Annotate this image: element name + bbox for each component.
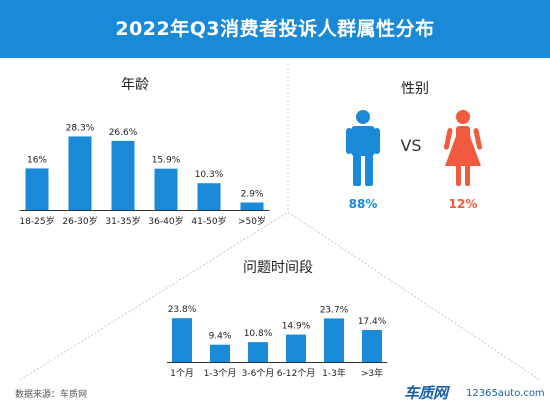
duration-category-label: 1个月: [170, 368, 194, 379]
duration-category-label: 1-3个月: [204, 368, 237, 379]
male-figure-icon: [346, 110, 380, 186]
duration-bar: [286, 334, 306, 362]
duration-bar: [210, 344, 230, 362]
age-bar: [240, 202, 264, 210]
duration-category-label: >3年: [361, 367, 383, 379]
age-bar: [197, 183, 221, 210]
duration-category-label: 3-6个月: [242, 368, 275, 379]
age-value-label: 15.9%: [152, 156, 181, 166]
age-category-label: 18-25岁: [19, 215, 54, 227]
gender-chart-title: 性别: [401, 81, 429, 97]
gender-vs-label: VS: [400, 136, 421, 155]
gender-figures: VS: [346, 110, 483, 186]
age-bar: [111, 140, 135, 210]
age-value-label: 28.3%: [66, 123, 95, 133]
age-value-label: 10.3%: [195, 170, 224, 180]
age-bar: [154, 168, 178, 210]
duration-category-label: 1-3年: [322, 367, 346, 379]
title-banner: 2022年Q3消费者投诉人群属性分布: [0, 0, 550, 58]
duration-bar: [324, 318, 344, 362]
duration-bar: [172, 318, 192, 362]
age-category-label: >50岁: [238, 215, 266, 227]
age-category-label: 36-40岁: [148, 215, 183, 227]
age-bar-chart: 16% 18-25岁 28.3% 26-30岁 26.6% 31-35岁 15.9% 36-4…: [19, 123, 270, 227]
duration-value-label: 14.9%: [282, 322, 311, 332]
duration-value-label: 17.4%: [358, 317, 387, 327]
age-category-label: 31-35岁: [105, 215, 140, 227]
site-logo: 车质网 12365auto.com: [404, 382, 545, 406]
age-category-label: 41-50岁: [191, 215, 226, 227]
duration-value-label: 10.8%: [244, 329, 273, 339]
data-source: 数据来源：车质网: [15, 390, 88, 400]
age-category-label: 26-30岁: [62, 215, 97, 227]
duration-bar: [248, 342, 268, 362]
age-bar: [25, 168, 49, 210]
male-percent: 88%: [348, 197, 378, 211]
logo-site: 12365auto.com: [466, 388, 545, 399]
duration-value-label: 9.4%: [209, 332, 232, 342]
female-figure-icon: [443, 110, 483, 186]
female-percent: 12%: [448, 197, 478, 211]
age-chart-title: 年龄: [121, 77, 149, 93]
page-title: 2022年Q3消费者投诉人群属性分布: [115, 18, 435, 40]
logo-brand: 车质网: [404, 384, 448, 402]
age-value-label: 26.6%: [109, 128, 138, 138]
duration-category-label: 6-12个月: [277, 368, 315, 379]
duration-value-label: 23.8%: [168, 305, 197, 315]
duration-chart-title: 问题时间段: [243, 260, 313, 276]
divider-left-diagonal: [19, 211, 289, 381]
divider-right-diagonal: [287, 211, 541, 381]
age-value-label: 16%: [27, 155, 47, 165]
duration-value-label: 23.7%: [320, 305, 349, 315]
age-bar: [68, 136, 92, 210]
duration-bar: [362, 329, 382, 362]
duration-bar-chart: 23.8% 1个月 9.4% 1-3个月 10.8% 3-6个月 14.9% 6-12个月 23…: [167, 305, 387, 379]
age-value-label: 2.9%: [241, 189, 264, 199]
